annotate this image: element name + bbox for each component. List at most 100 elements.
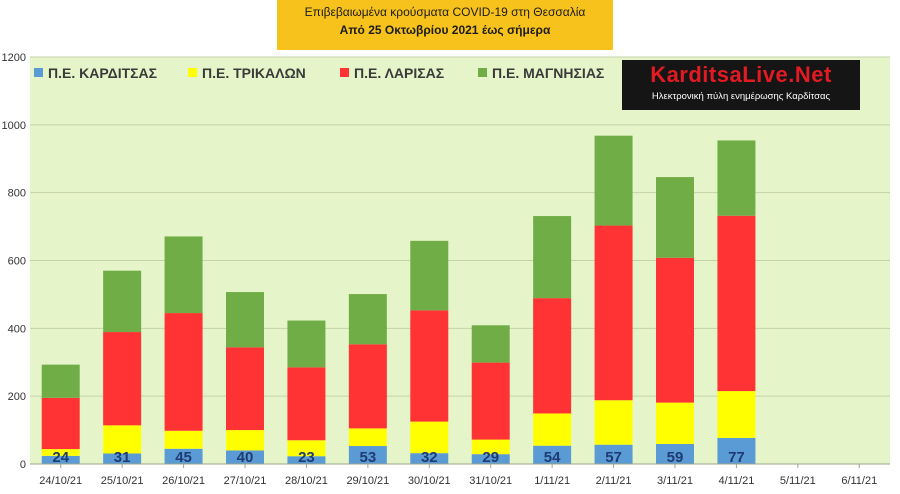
y-axis: 0 200 400 600 800 1000 1200 (2, 52, 890, 471)
data-label: 32 (421, 449, 438, 466)
x-tick-label: 30/10/21 (408, 475, 451, 487)
bar-segment (164, 313, 203, 431)
x-tick-label: 24/10/21 (39, 475, 82, 487)
chart-title-box: Επιβεβαιωμένα κρούσματα COVID-19 στη Θεσ… (277, 0, 613, 50)
bar-segment (410, 240, 449, 311)
legend: Π.Ε. ΚΑΡΔΙΤΣΑΣ Π.Ε. ΤΡΙΚΑΛΩΝ Π.Ε. ΛΑΡΙΣΑΣ Π… (34, 65, 604, 81)
bar-segment (103, 453, 142, 464)
bar-segment (226, 430, 264, 451)
x-tick-label: 6/11/21 (841, 475, 877, 487)
data-label: 53 (360, 449, 377, 466)
bar-segment (717, 140, 756, 216)
bar-segment (656, 443, 694, 464)
data-label: 23 (298, 449, 315, 466)
bars (41, 135, 756, 464)
bar-segment (226, 347, 264, 431)
bar-segment (594, 400, 633, 445)
logo-tagline: Ηλεκτρονική πύλη ενημέρωσης Καρδίτσας (651, 91, 831, 102)
bar-segment (656, 177, 694, 258)
chart-title: Επιβεβαιωμένα κρούσματα COVID-19 στη Θεσ… (304, 5, 586, 19)
x-tick-label: 25/10/21 (101, 475, 144, 487)
logo-brand: KarditsaLive.Net (650, 62, 832, 87)
x-tick-label: 4/11/21 (718, 475, 754, 487)
y-tick-label: 1200 (2, 52, 26, 64)
bar-segment (471, 454, 510, 464)
bar-segment (594, 444, 633, 464)
data-label: 54 (544, 449, 561, 466)
y-tick-label: 800 (8, 188, 26, 200)
legend-swatch (34, 68, 43, 77)
legend-label: Π.Ε. ΜΑΓΝΗΣΙΑΣ (492, 65, 604, 81)
x-tick-label: 26/10/21 (162, 475, 205, 487)
data-label: 29 (482, 449, 499, 466)
bar-segment (41, 455, 80, 464)
bar-segment (410, 453, 449, 464)
bar-segment (348, 428, 387, 447)
x-axis: 24/10/21 25/10/21 26/10/21 27/10/21 28/10/21… (39, 464, 877, 487)
bar-segment (594, 225, 633, 401)
bar-segment (164, 448, 203, 464)
y-tick-label: 1000 (2, 120, 26, 132)
bar-segment (471, 439, 510, 455)
y-tick-label: 600 (8, 256, 26, 268)
x-tick-label: 3/11/21 (657, 475, 693, 487)
bar-segment (287, 320, 326, 368)
bar-segment (287, 440, 326, 457)
bar-segment (471, 325, 510, 363)
bar-segment (348, 446, 387, 464)
legend-swatch (478, 68, 487, 77)
bar-segment (533, 298, 572, 414)
bar-segment (656, 402, 694, 444)
bar-segment (594, 135, 633, 226)
data-label: 31 (114, 449, 131, 466)
bar-segment (410, 421, 449, 454)
data-label: 24 (52, 449, 69, 466)
data-label: 59 (667, 449, 684, 466)
bar-segment (41, 397, 80, 450)
y-tick-label: 200 (8, 391, 26, 403)
x-tick-label: 2/11/21 (596, 475, 632, 487)
y-tick-label: 0 (20, 459, 26, 471)
bar-segment (226, 450, 264, 464)
bar-segment (717, 437, 756, 464)
bar-segment (348, 294, 387, 345)
bar-segment (717, 215, 756, 392)
bar-segment (164, 236, 203, 314)
y-tick-label: 400 (8, 323, 26, 335)
x-tick-label: 29/10/21 (346, 475, 389, 487)
karditsalive-logo: KarditsaLive.Net Ηλεκτρονική πύλη ενημέρ… (622, 60, 860, 110)
bar-segment (533, 413, 572, 446)
bar-segment (41, 364, 80, 398)
bar-segment (533, 445, 572, 464)
bar-segment (103, 425, 142, 454)
bar-segment (287, 367, 326, 441)
bar-segment (410, 310, 449, 422)
bar-segment (656, 257, 694, 403)
legend-label: Π.Ε. ΤΡΙΚΑΛΩΝ (202, 65, 306, 81)
bar-segment (164, 430, 203, 449)
legend-swatch (340, 68, 349, 77)
bar-segment (471, 362, 510, 440)
bar-segment (533, 216, 572, 299)
bar-segment (41, 449, 80, 456)
data-label: 57 (605, 449, 622, 466)
chart-subtitle: Από 25 Οκτωβρίου 2021 έως σήμερα (339, 23, 551, 37)
data-label: 40 (237, 449, 254, 466)
bar-segment (226, 292, 264, 348)
legend-label: Π.Ε. ΚΑΡΔΙΤΣΑΣ (48, 65, 157, 81)
x-tick-label: 31/10/21 (469, 475, 512, 487)
bar-segment (717, 391, 756, 438)
x-tick-label: 28/10/21 (285, 475, 328, 487)
data-labels: 24 31 45 40 23 53 32 29 54 57 59 77 (52, 449, 744, 466)
x-tick-label: 5/11/21 (780, 475, 816, 487)
legend-swatch (188, 68, 197, 77)
bar-segment (348, 344, 387, 429)
bar-segment (287, 456, 326, 464)
legend-label: Π.Ε. ΛΑΡΙΣΑΣ (354, 65, 444, 81)
data-label: 45 (175, 449, 192, 466)
x-tick-label: 27/10/21 (224, 475, 267, 487)
bar-segment (103, 332, 142, 426)
x-tick-label: 1/11/21 (534, 475, 570, 487)
bar-segment (103, 270, 142, 333)
